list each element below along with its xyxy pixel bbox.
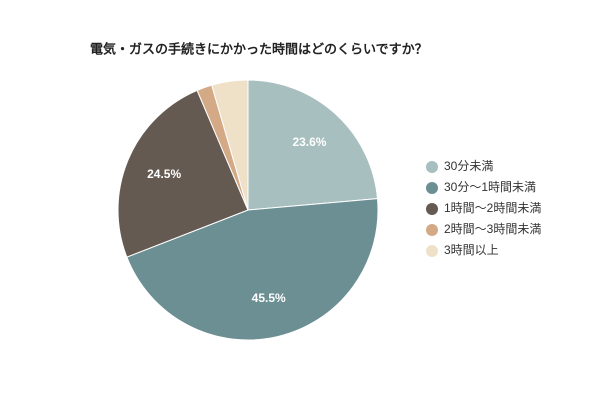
value-label: 45.5% — [252, 291, 286, 305]
legend-marker — [426, 203, 438, 215]
pie-slice — [126, 198, 379, 341]
pie-slice — [247, 79, 379, 211]
pie-slice — [211, 79, 249, 211]
chart-title: 電気・ガスの手続きにかかった時間はどのくらいですか？ — [90, 41, 428, 56]
legend-label: 1時間〜2時間未満 — [444, 201, 541, 215]
legend-label: 30分未満 — [444, 159, 493, 173]
legend-marker — [426, 245, 438, 257]
legend-label: 3時間以上 — [444, 243, 499, 257]
legend-label: 30分〜1時間未満 — [444, 180, 536, 194]
pie-slice — [117, 89, 249, 258]
legend-marker — [426, 182, 438, 194]
value-label: 23.6% — [292, 135, 326, 149]
value-label: 24.5% — [147, 167, 181, 181]
legend-marker — [426, 161, 438, 173]
legend-marker — [426, 224, 438, 236]
legend-label: 2時間〜3時間未満 — [444, 222, 541, 236]
